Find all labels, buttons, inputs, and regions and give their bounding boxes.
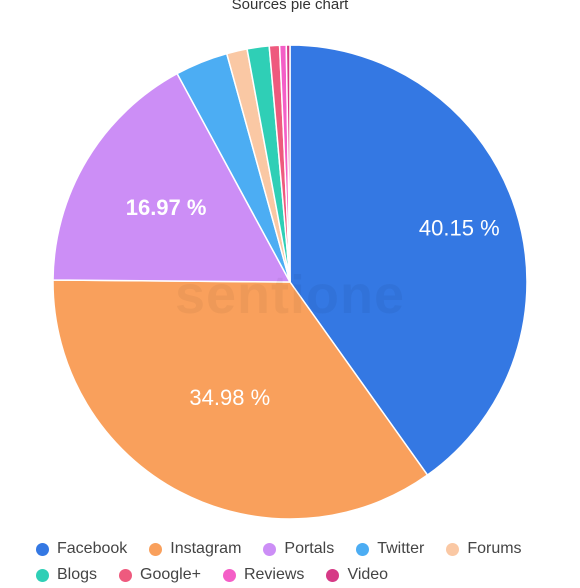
legend-item-facebook[interactable]: Facebook xyxy=(36,540,127,558)
legend-dot-icon xyxy=(119,568,133,582)
legend-dot-icon xyxy=(446,542,460,556)
legend-dot-icon xyxy=(326,568,340,582)
legend-dot-icon xyxy=(222,568,236,582)
legend-item-reviews[interactable]: Reviews xyxy=(222,566,305,584)
legend-item-twitter[interactable]: Twitter xyxy=(356,540,424,558)
legend-row: Blogs Google+ Reviews Video xyxy=(36,562,566,588)
pie-slice-facebook[interactable] xyxy=(289,44,528,477)
legend: Facebook Instagram Portals Twitter Forums Bl… xyxy=(36,536,566,588)
legend-item-blogs[interactable]: Blogs xyxy=(36,566,97,584)
slice-label-instagram: 34.98 % xyxy=(189,385,270,410)
legend-item-video[interactable]: Video xyxy=(326,566,388,584)
legend-item-portals[interactable]: Portals xyxy=(263,540,334,558)
legend-dot-icon xyxy=(149,542,163,556)
pie-slice-portals[interactable] xyxy=(52,72,292,283)
legend-label: Twitter xyxy=(377,540,425,557)
legend-label: Instagram xyxy=(170,540,242,557)
legend-row: Facebook Instagram Portals Twitter Forums xyxy=(36,536,566,562)
legend-label: Forums xyxy=(467,540,522,557)
legend-dot-icon xyxy=(356,542,370,556)
legend-dot-icon xyxy=(263,542,277,556)
legend-label: Portals xyxy=(284,540,335,557)
legend-label: Blogs xyxy=(57,566,98,583)
legend-dot-icon xyxy=(36,568,49,582)
pie-chart: 40.15 % 34.98 % 16.97 % xyxy=(52,44,528,520)
legend-item-forums[interactable]: Forums xyxy=(446,540,522,558)
legend-item-instagram[interactable]: Instagram xyxy=(149,540,241,558)
pie-slice-video[interactable] xyxy=(285,44,291,283)
legend-item-google-[interactable]: Google+ xyxy=(119,566,201,584)
chart-title: Sources pie chart xyxy=(231,0,349,13)
legend-label: Video xyxy=(347,566,389,583)
legend-label: Facebook xyxy=(57,540,128,557)
legend-label: Google+ xyxy=(140,566,201,583)
legend-dot-icon xyxy=(36,542,49,556)
pie-slice-instagram[interactable] xyxy=(52,279,429,520)
legend-label: Reviews xyxy=(243,566,305,583)
slice-label-portals: 16.97 % xyxy=(126,195,207,220)
slice-label-facebook: 40.15 % xyxy=(419,215,500,240)
